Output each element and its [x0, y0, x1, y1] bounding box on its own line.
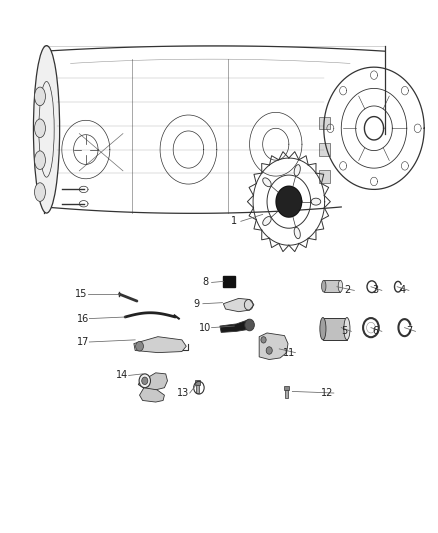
Bar — [196, 384, 199, 393]
Polygon shape — [138, 373, 167, 390]
Text: 12: 12 — [321, 388, 333, 398]
Polygon shape — [134, 337, 186, 353]
Bar — [324, 280, 340, 292]
Bar — [223, 276, 235, 287]
Polygon shape — [259, 333, 288, 360]
Bar — [319, 117, 330, 130]
Ellipse shape — [263, 216, 271, 225]
Text: 4: 4 — [399, 286, 406, 295]
Bar — [284, 385, 289, 390]
Ellipse shape — [35, 183, 46, 201]
Bar — [323, 318, 347, 340]
Bar — [195, 380, 200, 384]
Ellipse shape — [294, 228, 300, 239]
Polygon shape — [140, 387, 164, 402]
Ellipse shape — [263, 178, 271, 187]
Circle shape — [261, 337, 266, 343]
Bar — [319, 169, 330, 182]
Ellipse shape — [35, 87, 46, 106]
Text: 5: 5 — [342, 326, 348, 336]
Circle shape — [136, 342, 144, 351]
Text: 8: 8 — [202, 278, 208, 287]
Polygon shape — [223, 298, 254, 312]
Bar — [285, 390, 288, 398]
Text: 15: 15 — [75, 289, 88, 299]
Ellipse shape — [35, 119, 46, 138]
Text: 16: 16 — [77, 313, 89, 324]
Circle shape — [277, 187, 300, 216]
Text: 14: 14 — [116, 370, 128, 381]
Ellipse shape — [344, 318, 350, 340]
Text: 1: 1 — [231, 216, 237, 227]
Text: 10: 10 — [199, 322, 211, 333]
Text: 3: 3 — [372, 286, 378, 295]
Ellipse shape — [321, 280, 326, 292]
Ellipse shape — [294, 165, 300, 176]
Ellipse shape — [338, 280, 343, 292]
Ellipse shape — [320, 318, 326, 340]
Text: 6: 6 — [372, 326, 378, 336]
Text: 13: 13 — [177, 388, 189, 398]
Bar — [319, 143, 330, 156]
Circle shape — [266, 347, 272, 354]
Polygon shape — [220, 320, 253, 333]
Circle shape — [142, 377, 148, 384]
Ellipse shape — [311, 198, 321, 205]
Text: 2: 2 — [345, 286, 351, 295]
Ellipse shape — [33, 46, 60, 213]
Circle shape — [245, 319, 254, 331]
Text: 17: 17 — [77, 337, 89, 347]
Text: 7: 7 — [406, 326, 412, 336]
Text: 9: 9 — [193, 298, 199, 309]
Text: 11: 11 — [283, 348, 295, 358]
Ellipse shape — [35, 151, 46, 169]
Circle shape — [139, 374, 150, 387]
